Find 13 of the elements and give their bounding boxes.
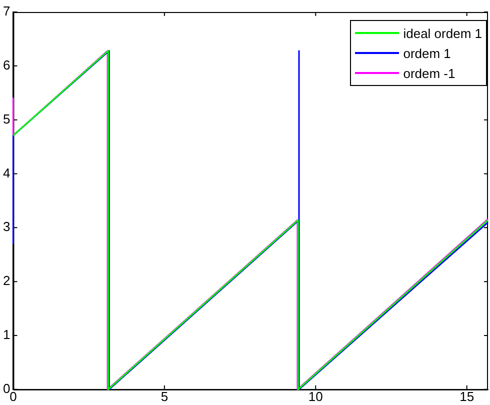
legend-label: ordem -1 [403, 66, 456, 80]
y-tick-label: 4 [2, 165, 10, 180]
y-tick-label: 3 [2, 219, 10, 234]
y-tick-label: 7 [2, 4, 10, 19]
legend-label: ordem 1 [403, 46, 451, 60]
y-tick-label: 2 [2, 273, 10, 288]
x-tick-label: 15 [460, 388, 474, 404]
legend-label: ideal ordem 1 [403, 26, 482, 40]
y-tick-label: 5 [2, 111, 10, 126]
y-tick-label: 1 [2, 327, 10, 342]
x-tick-label: 5 [160, 388, 168, 404]
y-tick-label: 6 [2, 57, 10, 72]
x-tick-label: 10 [308, 388, 323, 404]
